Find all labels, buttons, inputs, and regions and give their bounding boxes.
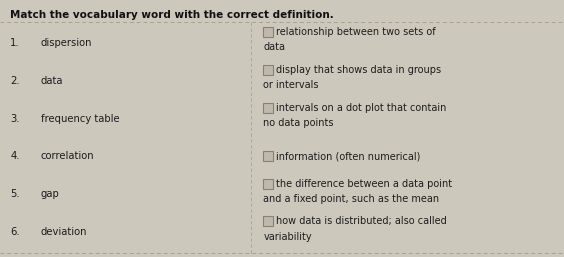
Text: display that shows data in groups: display that shows data in groups [276, 65, 442, 75]
Text: 2.: 2. [10, 76, 20, 86]
Text: 3.: 3. [10, 114, 20, 124]
Text: relationship between two sets of: relationship between two sets of [276, 27, 436, 37]
Bar [263, 216, 274, 226]
Text: the difference between a data point: the difference between a data point [276, 179, 452, 189]
Text: information (often numerical): information (often numerical) [276, 151, 421, 161]
Bar [263, 27, 274, 37]
Text: data: data [263, 42, 285, 52]
Text: how data is distributed; also called: how data is distributed; also called [276, 216, 447, 226]
Text: gap: gap [41, 189, 59, 199]
Bar [263, 179, 274, 189]
Text: intervals on a dot plot that contain: intervals on a dot plot that contain [276, 103, 447, 113]
Text: variability: variability [263, 232, 312, 242]
Text: no data points: no data points [263, 118, 334, 128]
Bar [263, 151, 274, 161]
Text: 5.: 5. [10, 189, 20, 199]
Text: or intervals: or intervals [263, 80, 319, 90]
Text: 6.: 6. [10, 227, 20, 237]
Text: correlation: correlation [41, 151, 94, 161]
Text: and a fixed point, such as the mean: and a fixed point, such as the mean [263, 194, 439, 204]
Bar [263, 65, 274, 75]
Text: data: data [41, 76, 63, 86]
Text: dispersion: dispersion [41, 38, 92, 48]
Text: 4.: 4. [10, 151, 20, 161]
Bar [263, 103, 274, 113]
Text: deviation: deviation [41, 227, 87, 237]
Text: frequency table: frequency table [41, 114, 119, 124]
Text: Match the vocabulary word with the correct definition.: Match the vocabulary word with the corre… [10, 10, 334, 20]
Text: 1.: 1. [10, 38, 20, 48]
